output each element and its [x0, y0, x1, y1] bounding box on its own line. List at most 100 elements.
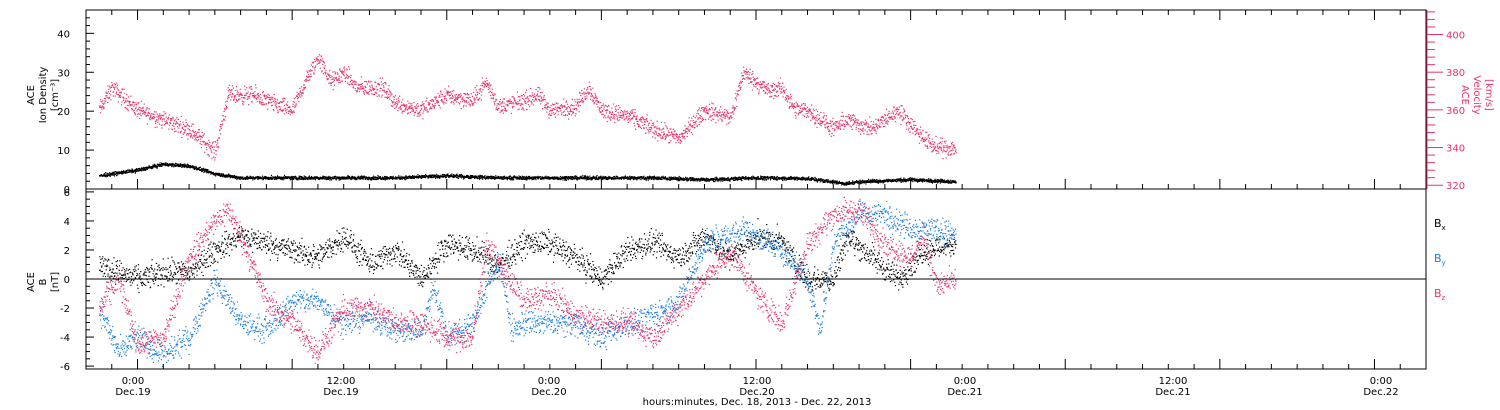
velocity-point: [142, 107, 144, 109]
density-point: [501, 177, 503, 179]
velocity-point: [453, 100, 455, 102]
velocity-point: [531, 92, 533, 94]
velocity-point: [839, 127, 841, 130]
velocity-point: [320, 55, 322, 57]
velocity-point: [540, 91, 542, 93]
velocity-point: [110, 94, 112, 96]
velocity-point: [732, 111, 734, 113]
velocity-point: [309, 70, 311, 72]
velocity-point: [745, 71, 747, 73]
density-point: [156, 165, 158, 167]
velocity-point: [594, 96, 596, 99]
velocity-point: [840, 119, 842, 121]
velocity-point: [376, 92, 378, 94]
velocity-point: [857, 121, 859, 124]
velocity-point: [119, 94, 121, 96]
velocity-point: [909, 131, 911, 133]
velocity-point: [611, 111, 614, 113]
velocity-point: [768, 91, 770, 93]
velocity-point: [488, 86, 490, 88]
velocity-point: [575, 113, 577, 115]
velocity-point: [177, 123, 179, 125]
velocity-point: [618, 116, 620, 118]
velocity-point: [936, 153, 938, 155]
velocity-point: [469, 99, 471, 101]
velocity-point: [252, 92, 255, 94]
velocity-point: [103, 103, 105, 105]
density-point: [156, 167, 158, 169]
velocity-point: [417, 112, 419, 114]
velocity-point: [840, 123, 842, 125]
velocity-point: [154, 111, 156, 113]
velocity-point: [582, 101, 584, 103]
density-point: [338, 179, 340, 181]
density-point: [462, 174, 464, 176]
velocity-point: [510, 102, 512, 104]
velocity-point: [552, 109, 554, 111]
velocity-point: [828, 129, 831, 131]
velocity-point: [452, 101, 454, 103]
velocity-point: [241, 93, 243, 95]
velocity-point: [582, 93, 584, 95]
velocity-point: [118, 96, 120, 98]
velocity-point: [215, 141, 217, 143]
velocity-point: [903, 109, 906, 111]
velocity-point: [303, 88, 306, 90]
velocity-point: [860, 121, 862, 123]
density-point: [265, 177, 267, 179]
velocity-point: [933, 148, 935, 151]
density-point: [189, 167, 191, 169]
velocity-point: [274, 104, 276, 106]
velocity-point: [721, 111, 724, 113]
velocity-point: [686, 135, 688, 137]
velocity-point: [314, 66, 317, 68]
density-point: [180, 163, 182, 165]
velocity-point: [420, 114, 422, 116]
density-point: [274, 178, 276, 180]
density-point: [305, 176, 307, 178]
velocity-point: [634, 112, 636, 114]
velocity-point: [695, 120, 697, 122]
density-point: [324, 177, 326, 179]
velocity-point: [873, 129, 875, 131]
velocity-point: [874, 126, 876, 129]
velocity-point: [588, 86, 590, 88]
velocity-point: [439, 96, 441, 98]
velocity-point: [345, 77, 347, 79]
density-point: [498, 176, 500, 178]
density-point: [518, 177, 521, 179]
velocity-point: [340, 72, 343, 74]
velocity-point: [546, 108, 548, 110]
velocity-point: [468, 94, 470, 96]
velocity-point: [504, 107, 506, 109]
velocity-point: [352, 81, 354, 83]
velocity-point: [126, 107, 128, 109]
density-point: [224, 176, 226, 178]
density-point: [245, 178, 247, 180]
density-point: [334, 175, 336, 178]
velocity-point: [788, 98, 790, 100]
density-point: [490, 177, 492, 179]
velocity-point: [123, 96, 125, 98]
velocity-point: [139, 109, 141, 111]
velocity-point: [614, 121, 616, 123]
density-point: [525, 175, 527, 177]
density-point: [395, 176, 397, 178]
velocity-point: [605, 112, 607, 114]
velocity-point: [912, 128, 914, 130]
density-point: [186, 167, 188, 169]
velocity-point: [752, 70, 754, 73]
velocity-point: [355, 83, 357, 85]
velocity-point: [809, 110, 811, 112]
velocity-point: [294, 106, 296, 108]
velocity-point: [455, 94, 457, 96]
velocity-point: [370, 89, 372, 91]
velocity-point: [759, 81, 761, 83]
velocity-point: [593, 103, 595, 105]
velocity-point: [170, 118, 172, 120]
density-point: [181, 166, 183, 168]
velocity-point: [511, 103, 513, 105]
velocity-point: [531, 103, 533, 105]
density-point: [301, 176, 303, 178]
velocity-point: [440, 90, 442, 92]
